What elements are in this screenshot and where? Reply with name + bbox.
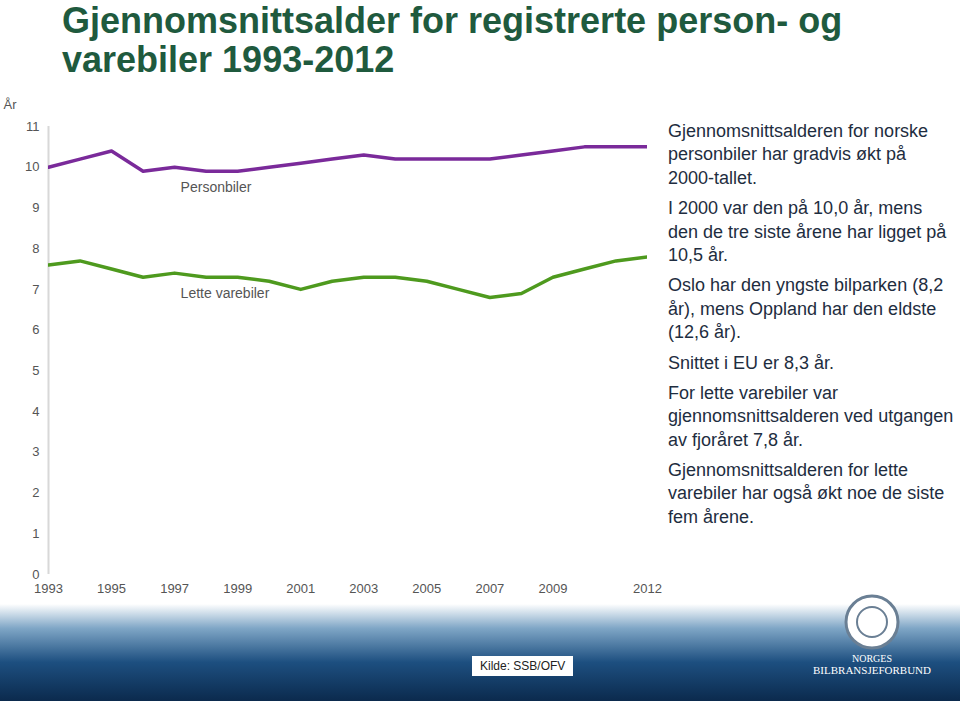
svg-text:2012: 2012 bbox=[633, 581, 662, 596]
svg-text:8: 8 bbox=[32, 241, 39, 256]
svg-text:0: 0 bbox=[32, 567, 39, 582]
svg-text:2009: 2009 bbox=[538, 581, 567, 596]
svg-text:1993: 1993 bbox=[34, 581, 63, 596]
svg-text:Lette varebiler: Lette varebiler bbox=[181, 285, 270, 301]
svg-text:2003: 2003 bbox=[349, 581, 378, 596]
svg-text:2007: 2007 bbox=[475, 581, 504, 596]
svg-text:6: 6 bbox=[32, 322, 39, 337]
svg-text:4: 4 bbox=[32, 404, 39, 419]
svg-text:11: 11 bbox=[26, 119, 40, 134]
html-text:Snittet i EU er 8,3 år.: Snittet i EU er 8,3 år. bbox=[668, 352, 835, 373]
svg-text:År: År bbox=[4, 97, 18, 112]
svg-text:3: 3 bbox=[32, 444, 39, 459]
svg-text:BILBRANSJEFORBUND: BILBRANSJEFORBUND bbox=[813, 664, 931, 676]
svg-text:1997: 1997 bbox=[160, 581, 189, 596]
svg-text:1999: 1999 bbox=[223, 581, 252, 596]
svg-text:2005: 2005 bbox=[412, 581, 441, 596]
svg-text:NORGES: NORGES bbox=[852, 653, 892, 664]
html-text:Kilde: SSB/OFV: Kilde: SSB/OFV bbox=[480, 659, 566, 673]
html-text:For lette varebiler var gjenno: For lette varebiler var gjennomsnittsald… bbox=[668, 382, 954, 450]
html-text:I 2000 var den på 10,0 år, men: I 2000 var den på 10,0 år, mens den de t… bbox=[668, 198, 947, 265]
html-text:Gjennomsnittsalder for registr: Gjennomsnittsalder for registrerte perso… bbox=[62, 0, 843, 80]
svg-text:2: 2 bbox=[32, 485, 39, 500]
svg-text:1: 1 bbox=[32, 526, 39, 541]
svg-text:7: 7 bbox=[32, 282, 39, 297]
html-text:Oslo har den yngste bilparken: Oslo har den yngste bilparken (8,2 år), … bbox=[668, 275, 944, 343]
html-text:Gjennomsnittsalderen for lette: Gjennomsnittsalderen for lette varebiler… bbox=[668, 460, 945, 527]
svg-text:1995: 1995 bbox=[97, 581, 126, 596]
html-text:Gjennomsnittsalderen for norsk: Gjennomsnittsalderen for norske personbi… bbox=[668, 121, 929, 188]
svg-text:10: 10 bbox=[25, 159, 39, 174]
svg-text:2001: 2001 bbox=[286, 581, 315, 596]
svg-text:Personbiler: Personbiler bbox=[181, 179, 252, 195]
svg-text:9: 9 bbox=[32, 200, 39, 215]
svg-text:5: 5 bbox=[32, 363, 39, 378]
